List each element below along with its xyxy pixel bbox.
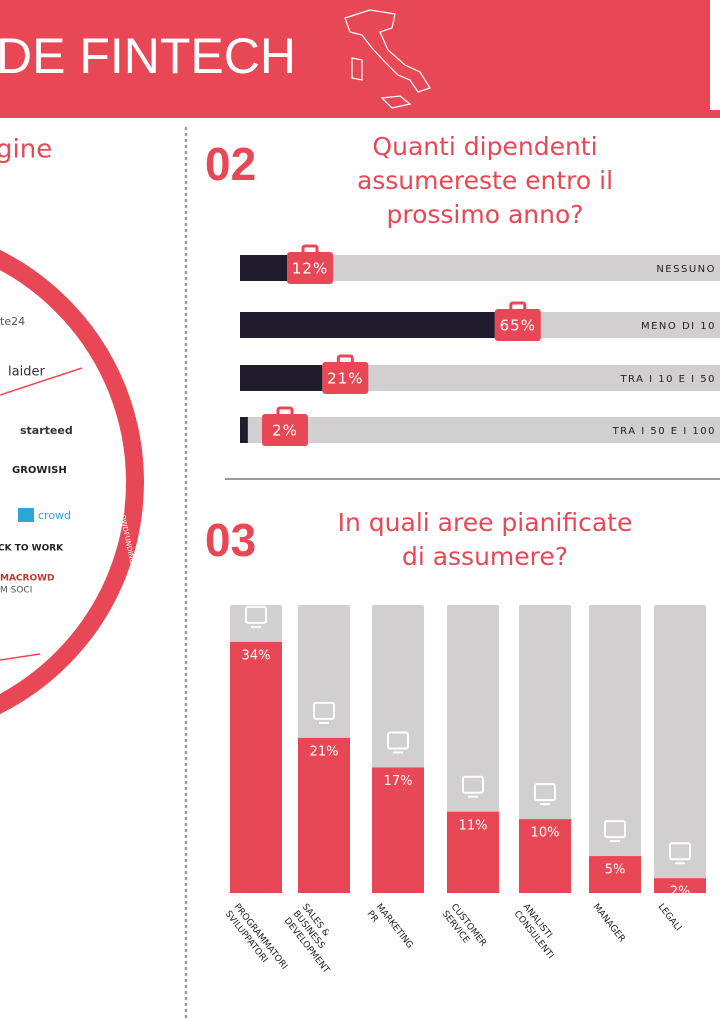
icon bbox=[604, 820, 626, 839]
bar bbox=[519, 819, 571, 893]
bar-track bbox=[654, 605, 706, 893]
logo: GROWISH bbox=[12, 465, 67, 476]
logo: starteed bbox=[20, 424, 73, 437]
bar bbox=[372, 767, 424, 893]
italy-map bbox=[344, 9, 431, 109]
section-number: 02 bbox=[205, 138, 256, 190]
value-label: 2% bbox=[670, 885, 691, 900]
label-box bbox=[287, 252, 334, 284]
category-label: TRA I 10 E I 50 bbox=[619, 374, 716, 385]
value-label: 10% bbox=[531, 826, 560, 841]
bar bbox=[298, 737, 350, 893]
bar bbox=[240, 255, 288, 281]
category-label: TRA I 50 E I 100 bbox=[612, 426, 716, 437]
label-box bbox=[494, 309, 541, 341]
icon bbox=[313, 701, 335, 720]
logo: laider bbox=[8, 365, 45, 380]
icon bbox=[534, 783, 556, 802]
chart-title: Quanti dipendenti assumereste entro il pro… bbox=[357, 132, 613, 229]
logo: CK TO WORK bbox=[0, 544, 64, 554]
logo: crowd bbox=[38, 509, 71, 522]
icon bbox=[669, 842, 691, 861]
value-label: 34% bbox=[242, 648, 271, 663]
category-label: MENO DI 10 bbox=[641, 321, 716, 332]
bar bbox=[240, 417, 248, 443]
logo: M SOCI bbox=[0, 586, 32, 596]
value-label: 65% bbox=[500, 317, 536, 335]
icon bbox=[462, 775, 484, 794]
bar-track bbox=[240, 417, 720, 443]
bar bbox=[230, 641, 282, 893]
chart-title: In quali aree pianificate di assumere? bbox=[338, 508, 633, 571]
logo: te24 bbox=[0, 315, 25, 328]
logo-icon bbox=[18, 508, 34, 522]
header-block bbox=[710, 0, 720, 110]
header-title: DE FINTECH bbox=[0, 28, 296, 84]
value-label: 11% bbox=[459, 818, 488, 833]
value-label: 21% bbox=[327, 370, 363, 388]
value-label: 17% bbox=[384, 774, 413, 789]
category-label: LEGALI bbox=[656, 902, 683, 933]
category-label: MARKETING bbox=[374, 902, 415, 950]
ring bbox=[0, 249, 144, 715]
value-label: 2% bbox=[272, 422, 298, 440]
bar bbox=[447, 811, 499, 893]
section-number: 03 bbox=[205, 514, 256, 566]
label-box bbox=[262, 414, 308, 446]
bar bbox=[240, 312, 495, 338]
category-label: MANAGER bbox=[591, 902, 627, 944]
icon bbox=[245, 605, 267, 624]
bar-track bbox=[589, 605, 641, 893]
label-box bbox=[322, 362, 369, 394]
bar bbox=[589, 856, 641, 893]
bar bbox=[654, 878, 706, 893]
icon bbox=[387, 731, 409, 750]
value-label: 21% bbox=[310, 744, 339, 759]
logo: MACROWD bbox=[0, 574, 55, 584]
value-label: 12% bbox=[292, 260, 328, 278]
category-label: NESSUNO bbox=[656, 264, 716, 275]
bar bbox=[240, 365, 323, 391]
value-label: 5% bbox=[605, 863, 626, 878]
left-heading: gine bbox=[0, 135, 52, 165]
ring-divider bbox=[0, 653, 41, 661]
ring-divider bbox=[0, 367, 83, 396]
